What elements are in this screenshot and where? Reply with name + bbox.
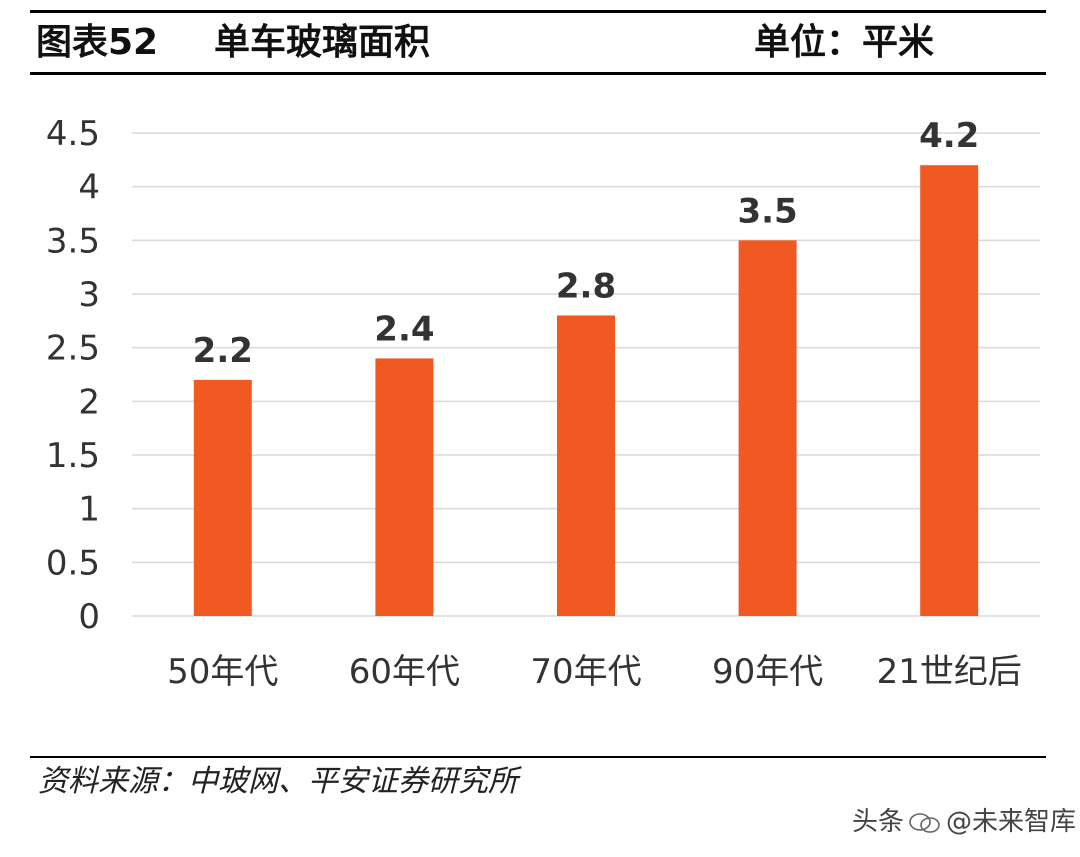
x-tick-label: 60年代 [349,652,460,692]
source-note: 资料来源：中玻网、平安证券研究所 [38,764,518,799]
bar-chart: 0 0.5 1 1.5 2 2.5 3 3.5 4 4.5 2.2 2.4 2.8 3.5 4.2 50年… [46,114,1040,692]
y-tick-label: 3.5 [46,221,100,261]
x-tick-label: 50年代 [167,652,278,692]
bar [375,358,434,616]
chart-title: 单车玻璃面积 [214,22,431,63]
data-label: 2.2 [193,331,253,371]
unit-label: 单位：平米 [754,22,935,63]
y-tick-label: 4 [78,168,100,208]
y-tick-label: 0 [78,597,100,637]
wechat-icon [909,812,940,833]
y-axis-ticks: 0 0.5 1 1.5 2 2.5 3 3.5 4 4.5 [46,114,100,637]
footer-rule [30,756,1046,758]
x-tick-label: 90年代 [712,652,823,692]
watermark: 头条 @未来智库 [852,802,1076,842]
y-tick-label: 0.5 [46,543,100,583]
data-label: 3.5 [737,191,797,231]
bar [920,165,979,616]
data-label: 2.4 [374,309,434,349]
y-tick-label: 2.5 [46,329,100,369]
y-tick-label: 4.5 [46,114,100,154]
bar [738,240,797,617]
y-tick-label: 1 [78,490,100,530]
y-tick-label: 2 [78,382,100,422]
x-axis-ticks: 50年代 60年代 70年代 90年代 21世纪后 [167,652,1022,692]
data-label: 2.8 [556,266,616,306]
y-tick-label: 3 [78,275,100,315]
x-tick-label: 70年代 [530,652,641,692]
bars [193,165,979,617]
x-tick-label: 21世纪后 [877,652,1022,692]
watermark-left: 头条 [852,807,905,837]
figure-number: 图表52 [36,22,159,63]
chart-header: 图表52 单车玻璃面积 单位：平米 [36,14,1036,72]
y-tick-label: 1.5 [46,436,100,476]
data-label: 4.2 [919,116,979,156]
bar [193,379,252,616]
data-labels: 2.2 2.4 2.8 3.5 4.2 [193,116,980,371]
watermark-right: @未来智库 [946,807,1077,837]
bar [557,315,615,616]
header-rule [30,72,1046,75]
top-rule [30,10,1046,13]
